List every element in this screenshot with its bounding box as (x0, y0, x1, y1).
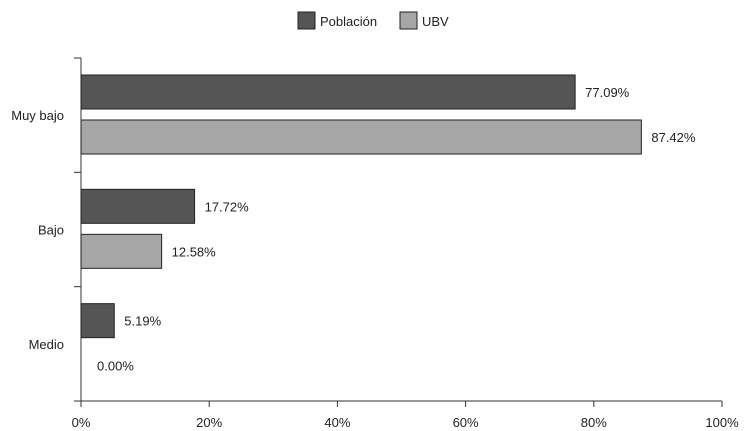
x-tick-label: 100% (705, 415, 739, 430)
x-tick-label: 20% (196, 415, 222, 430)
bars: 77.09% 17.72% 5.19% 87.42% 12.58% 0.00% (80, 74, 696, 374)
axes: Muy bajo Bajo Medio 0% 20% 40% 60% 80% 100% (11, 57, 739, 430)
category-label: Muy bajo (11, 108, 64, 123)
legend-swatch (399, 11, 418, 30)
x-tick-label: 0% (72, 415, 91, 430)
bar-ubv (80, 233, 163, 269)
legend: Población UBV (297, 11, 449, 30)
data-label: 77.09% (585, 85, 630, 100)
legend-swatch (297, 11, 316, 30)
data-label: 87.42% (651, 130, 696, 145)
data-label: 5.19% (124, 314, 161, 329)
legend-label: Población (320, 14, 377, 29)
category-label: Medio (29, 337, 64, 352)
x-tick-label: 60% (453, 415, 479, 430)
data-label: 17.72% (205, 199, 250, 214)
x-tick-label: 40% (324, 415, 350, 430)
category-label: Bajo (38, 223, 64, 238)
bar-poblacion (80, 303, 115, 339)
x-tick-label: 80% (581, 415, 607, 430)
legend-label: UBV (422, 14, 449, 29)
data-label: 0.00% (97, 359, 134, 374)
data-label: 12.58% (172, 244, 217, 259)
bar-ubv (80, 119, 642, 155)
bar-poblacion (80, 74, 576, 110)
bar-poblacion (80, 188, 196, 224)
